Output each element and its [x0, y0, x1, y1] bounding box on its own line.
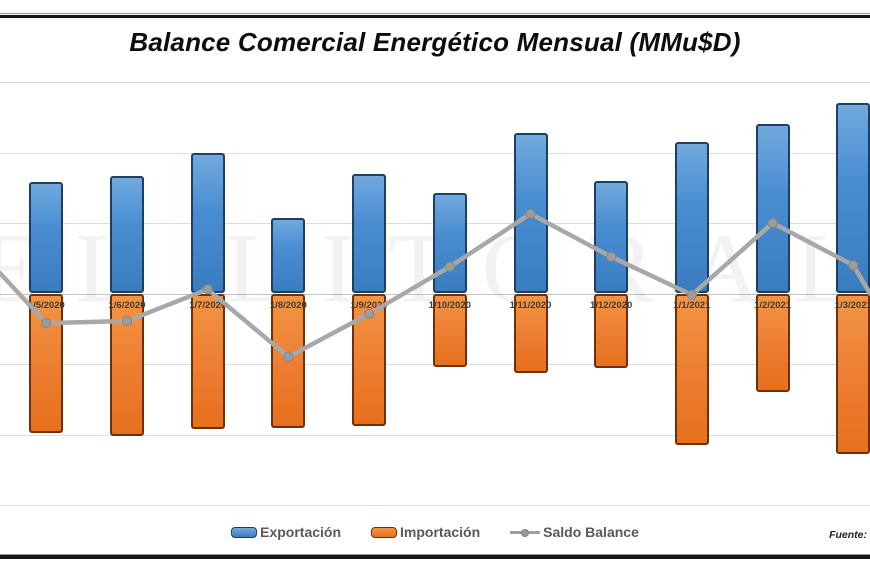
export-bar	[594, 180, 629, 294]
legend-label-importacion: Importación	[400, 524, 481, 540]
category-label: 1/7/2020	[189, 299, 227, 311]
import-bar	[110, 293, 144, 436]
export-bar	[29, 182, 64, 294]
top-border-line	[0, 14, 870, 18]
export-bar	[190, 153, 225, 294]
legend-item-saldo-balance: Saldo Balance	[510, 524, 639, 540]
importacion-swatch-icon	[371, 526, 398, 538]
category-label: 1/11/2020	[509, 299, 552, 311]
export-bar	[271, 218, 306, 294]
import-bar	[271, 293, 306, 429]
category-label: 1/8/2020	[269, 299, 307, 311]
category-label: 1/1/2021	[673, 299, 711, 311]
import-bar	[674, 293, 709, 446]
category-label: 1/3/2021	[834, 299, 870, 311]
gridline	[0, 434, 870, 436]
import-bar	[190, 293, 225, 429]
bottom-border-line	[0, 555, 870, 559]
legend-item-exportacion: Exportación	[231, 524, 341, 540]
export-bar	[352, 173, 387, 294]
import-bar	[836, 293, 870, 454]
category-label: 1/12/2020	[590, 299, 633, 311]
source-note: Fuente:	[829, 529, 867, 541]
export-bar	[432, 192, 467, 294]
export-bar	[513, 132, 548, 294]
exportacion-swatch-icon	[231, 526, 258, 538]
category-label: 1/6/2020	[108, 299, 146, 311]
legend-item-importacion: Importación	[371, 524, 480, 540]
export-bar	[674, 141, 709, 294]
legend-label-exportacion: Exportación	[260, 524, 342, 540]
export-bar	[755, 124, 790, 294]
export-bar	[110, 175, 144, 294]
chart-legend: Exportación Importación Saldo Balance	[0, 524, 870, 540]
import-bar	[29, 293, 64, 434]
gridline	[0, 505, 870, 506]
category-label: 1/5/2020	[27, 299, 65, 311]
saldo-balance-line-marker-icon	[510, 526, 541, 538]
chart-title: Balance Comercial Energético Mensual (MM…	[129, 27, 741, 57]
category-label: 1/10/2020	[428, 299, 471, 311]
category-label: 1/9/2020	[350, 299, 388, 311]
gridline	[0, 152, 870, 154]
legend-label-saldo-balance: Saldo Balance	[543, 524, 639, 540]
category-label: 1/2/2021	[754, 299, 792, 311]
bottom-border-accent-line	[0, 553, 870, 555]
export-bar	[836, 103, 870, 294]
gridline	[0, 82, 870, 83]
top-border-accent-line	[0, 13, 870, 14]
import-bar	[352, 293, 387, 426]
